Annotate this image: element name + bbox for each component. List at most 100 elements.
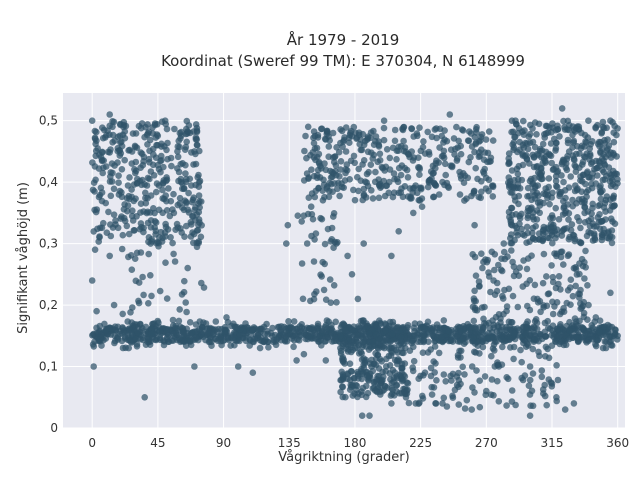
scatter-point: [182, 143, 190, 151]
scatter-point: [140, 228, 147, 236]
scatter-point: [588, 180, 595, 188]
scatter-point: [471, 287, 478, 295]
scatter-point: [416, 197, 424, 204]
scatter-point: [518, 358, 525, 366]
scatter-point: [547, 214, 554, 222]
scatter-point: [553, 394, 560, 401]
scatter-point: [192, 136, 200, 143]
scatter-point: [489, 137, 497, 144]
scatter-point: [298, 218, 306, 225]
scatter-point: [93, 206, 101, 213]
scatter-point: [510, 329, 518, 337]
scatter-point: [549, 310, 557, 318]
scatter-point: [380, 124, 388, 132]
scatter-point: [111, 339, 118, 347]
scatter-point: [541, 392, 549, 400]
scatter-point: [330, 282, 338, 289]
scatter-point: [188, 182, 195, 189]
scatter-point: [459, 127, 467, 134]
scatter-point: [151, 209, 158, 217]
scatter-point: [378, 358, 386, 365]
scatter-point: [549, 278, 557, 286]
scatter-point: [310, 139, 318, 147]
scatter-point: [441, 127, 448, 134]
scatter-point: [156, 334, 164, 342]
scatter-point: [372, 168, 379, 176]
scatter-point: [410, 209, 417, 217]
scatter-point: [576, 294, 583, 302]
scatter-point: [156, 234, 163, 241]
scatter-point: [123, 222, 131, 230]
scatter-point: [494, 361, 501, 369]
scatter-point: [163, 207, 171, 214]
scatter-point: [459, 335, 467, 343]
scatter-point: [314, 166, 322, 174]
scatter-point: [510, 139, 518, 146]
scatter-point: [347, 157, 355, 165]
scatter-point: [455, 401, 463, 408]
scatter-point: [115, 191, 123, 198]
scatter-point: [395, 147, 402, 154]
scatter-point: [480, 258, 487, 266]
scatter-point: [488, 182, 496, 190]
scatter-point: [249, 327, 256, 335]
scatter-point: [531, 143, 539, 151]
scatter-point: [599, 176, 607, 184]
scatter-point: [406, 347, 414, 355]
scatter-point: [293, 357, 300, 364]
scatter-point: [555, 273, 563, 280]
scatter-point: [529, 138, 537, 146]
scatter-point: [344, 348, 352, 355]
scatter-point: [347, 381, 355, 389]
scatter-point: [326, 276, 334, 283]
scatter-point: [116, 152, 124, 159]
scatter-point: [355, 131, 363, 139]
scatter-point: [171, 258, 179, 265]
scatter-point: [404, 174, 412, 181]
scatter-point: [293, 325, 300, 333]
scatter-point: [598, 236, 606, 244]
y-tick-label: 0,4: [39, 175, 58, 189]
scatter-point: [597, 195, 605, 203]
scatter-point: [176, 200, 184, 207]
scatter-point: [218, 341, 225, 349]
scatter-point: [337, 344, 344, 352]
scatter-point: [360, 141, 368, 149]
scatter-point: [395, 164, 403, 172]
scatter-point: [522, 330, 529, 338]
scatter-point: [315, 150, 323, 158]
scatter-point: [314, 320, 322, 328]
scatter-point: [110, 211, 118, 218]
scatter-point: [310, 258, 318, 265]
scatter-point: [157, 168, 164, 176]
scatter-point: [448, 377, 455, 384]
scatter-point: [147, 240, 154, 247]
scatter-point: [516, 185, 524, 192]
scatter-point: [399, 125, 406, 133]
scatter-point: [389, 144, 397, 152]
scatter-point: [519, 283, 527, 290]
scatter-point: [602, 216, 609, 223]
scatter-point: [527, 121, 534, 129]
scatter-point: [303, 154, 310, 162]
scatter-point: [383, 146, 391, 153]
scatter-point: [459, 363, 467, 371]
scatter-point: [433, 321, 441, 328]
scatter-point: [364, 182, 372, 190]
scatter-point: [476, 403, 484, 411]
scatter-point: [475, 149, 483, 156]
scatter-point: [337, 166, 344, 173]
scatter-point: [554, 122, 561, 130]
scatter-point: [416, 320, 424, 328]
scatter-point: [381, 344, 388, 352]
scatter-point: [523, 265, 531, 273]
scatter-point: [526, 376, 534, 384]
scatter-point: [503, 402, 510, 409]
scatter-point: [140, 291, 147, 299]
scatter-point: [135, 299, 143, 307]
scatter-point: [461, 371, 468, 378]
scatter-point: [341, 339, 349, 346]
scatter-point: [490, 277, 497, 284]
scatter-point: [503, 323, 510, 331]
